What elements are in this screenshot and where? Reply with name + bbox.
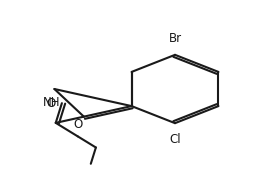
Text: O: O	[73, 118, 82, 131]
Text: O: O	[46, 97, 55, 110]
Text: Br: Br	[168, 32, 181, 45]
Text: Cl: Cl	[169, 133, 181, 146]
Text: NH: NH	[43, 96, 61, 109]
